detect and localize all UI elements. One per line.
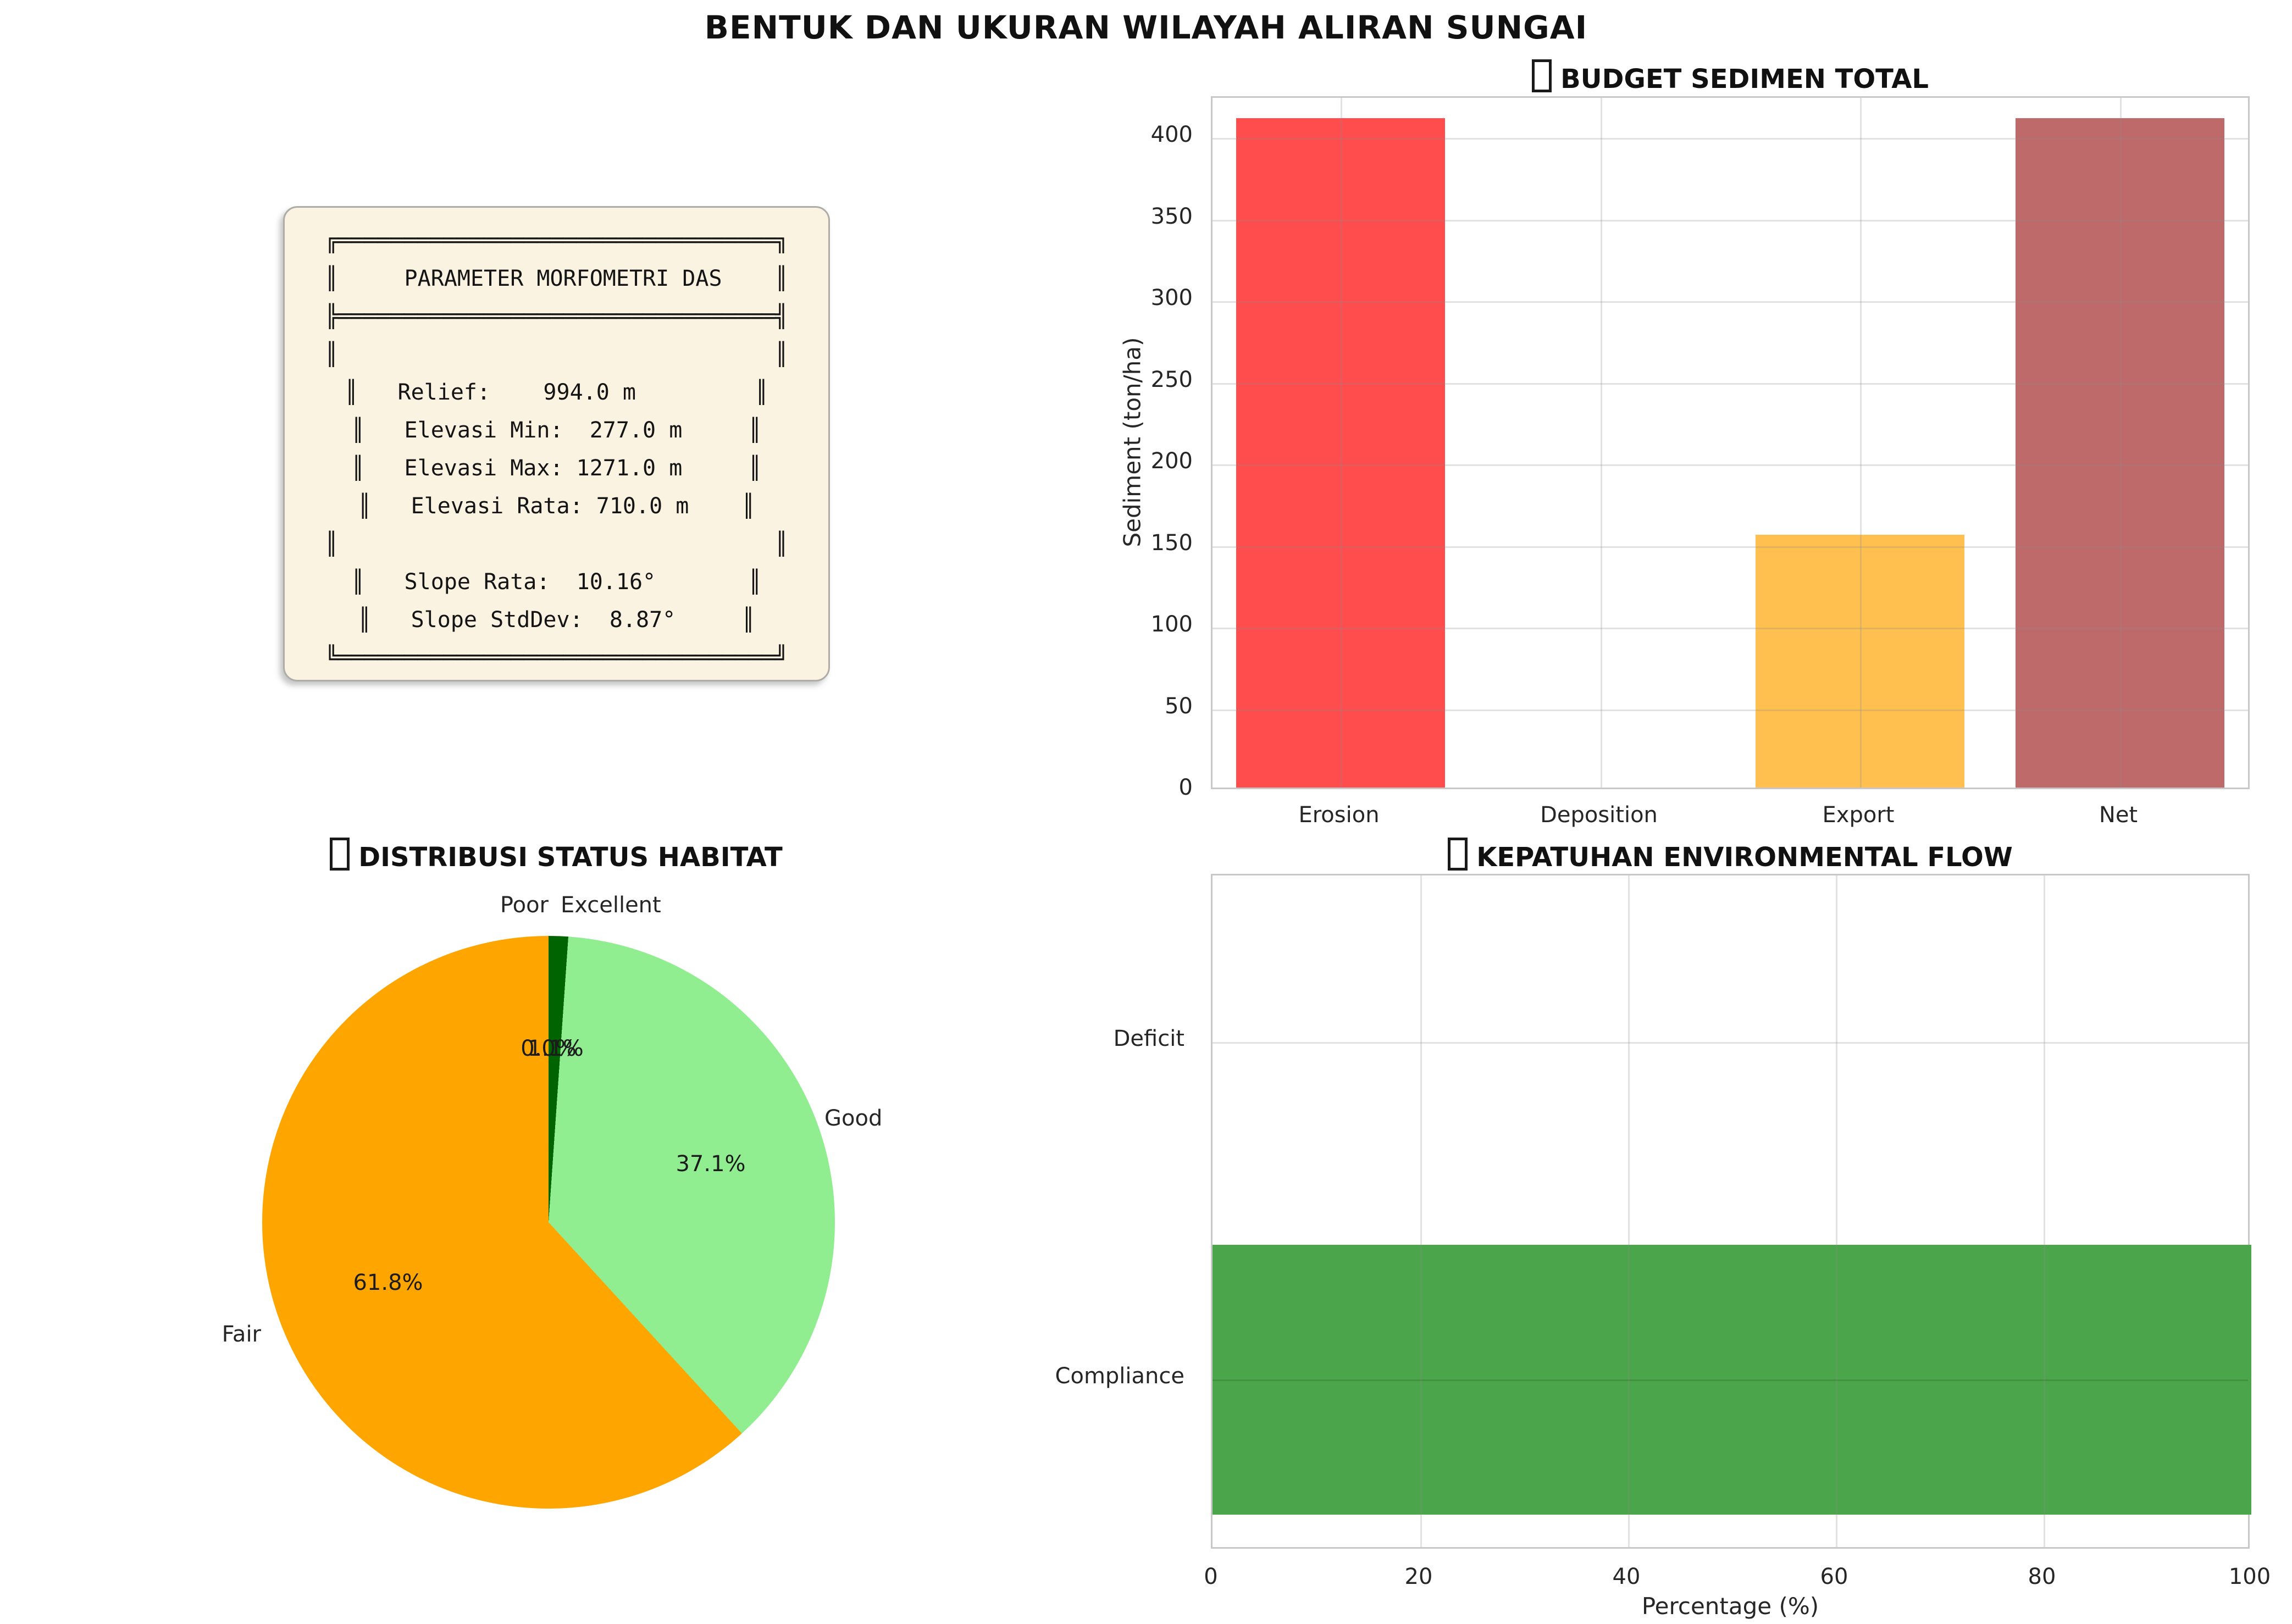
y-tick-deficit: Deficit xyxy=(1113,1026,1184,1051)
x-tick: 60 xyxy=(1820,1564,1848,1589)
pie-pct-excellent: 1.1% xyxy=(528,1036,584,1061)
missing-glyph-icon xyxy=(1448,838,1468,871)
bar-erosion xyxy=(1236,118,1445,788)
y-tick: 100 xyxy=(1150,612,1193,637)
gridline xyxy=(1341,98,1342,788)
gridline xyxy=(1860,98,1862,788)
gridline xyxy=(1213,1042,2248,1044)
x-tick: 0 xyxy=(1204,1564,1218,1589)
param-line-elevasi-max: ║ Elevasi Max: 1271.0 m ║ xyxy=(351,456,762,481)
y-tick: 400 xyxy=(1150,122,1193,147)
param-line-title: ║ PARAMETER MORFOMETRI DAS ║ xyxy=(325,266,788,291)
bar-export xyxy=(1756,534,1964,788)
gridline xyxy=(2044,875,2045,1547)
gridline xyxy=(1213,220,2248,221)
y-tick: 350 xyxy=(1150,204,1193,229)
sediment-y-axis-label: Sediment (ton/ha) xyxy=(1119,337,1146,547)
param-line-relief: ║ Relief: 994.0 m ║ xyxy=(345,380,768,405)
sediment-chart-title-text: BUDGET SEDIMEN TOTAL xyxy=(1560,64,1929,95)
gridline xyxy=(1213,138,2248,140)
flow-chart-title: KEPATUHAN ENVIRONMENTAL FLOW xyxy=(1211,838,2250,873)
habitat-chart-title-text: DISTRIBUSI STATUS HABITAT xyxy=(358,842,783,873)
pie-label-poor: Poor xyxy=(500,893,549,918)
x-tick-export: Export xyxy=(1822,802,1895,828)
y-tick: 50 xyxy=(1165,694,1193,719)
gridline xyxy=(1213,1379,2248,1381)
parameter-panel: ╔═════════════════════════════════╗ ║ PA… xyxy=(283,206,830,681)
sediment-plot-area xyxy=(1211,96,2250,789)
pie-label-fair: Fair xyxy=(222,1322,261,1347)
pie-pct-good: 37.1% xyxy=(676,1151,746,1177)
x-tick-deposition: Deposition xyxy=(1540,802,1658,828)
x-tick: 20 xyxy=(1404,1564,1433,1589)
habitat-chart-title: DISTRIBUSI STATUS HABITAT xyxy=(37,838,1076,873)
flow-x-axis-label: Percentage (%) xyxy=(1641,1593,1819,1620)
y-tick: 200 xyxy=(1150,448,1193,474)
y-tick: 0 xyxy=(1178,775,1193,800)
habitat-pie xyxy=(262,936,835,1509)
flow-plot-area xyxy=(1211,874,2251,1549)
bar-net xyxy=(2016,118,2224,788)
figure-title: BENTUK DAN UKURAN WILAYAH ALIRAN SUNGAI xyxy=(704,9,1588,46)
x-tick-erosion: Erosion xyxy=(1298,802,1380,828)
gridline xyxy=(1628,875,1630,1547)
param-line-slope-rata: ║ Slope Rata: 10.16° ║ xyxy=(351,569,762,595)
gridline xyxy=(2120,98,2122,788)
param-line-blank: ║ ║ xyxy=(325,342,788,367)
gridline xyxy=(1213,383,2248,385)
missing-glyph-icon xyxy=(330,838,350,871)
param-line-slope-stddev: ║ Slope StdDev: 8.87° ║ xyxy=(358,607,755,633)
pie-label-excellent: Excellent xyxy=(561,893,661,918)
y-tick: 250 xyxy=(1150,367,1193,392)
gridline xyxy=(1836,875,1837,1547)
x-tick: 100 xyxy=(2228,1564,2271,1589)
x-tick: 40 xyxy=(1612,1564,1641,1589)
gridline xyxy=(1213,546,2248,548)
flow-chart-title-text: KEPATUHAN ENVIRONMENTAL FLOW xyxy=(1476,842,2013,873)
gridline xyxy=(1601,98,1602,788)
x-tick-net: Net xyxy=(2099,802,2138,828)
gridline xyxy=(1213,464,2248,466)
param-line-blank2: ║ ║ xyxy=(325,531,788,557)
param-line-separator: ╠═════════════════════════════════╣ xyxy=(325,304,788,329)
gridline xyxy=(1213,628,2248,629)
pie-label-good: Good xyxy=(824,1106,883,1131)
param-line-border-bottom: ╚═════════════════════════════════╝ xyxy=(325,645,788,670)
y-tick: 300 xyxy=(1150,285,1193,311)
y-tick-compliance: Compliance xyxy=(1055,1364,1184,1389)
param-line-border-top: ╔═════════════════════════════════╗ xyxy=(325,228,788,253)
gridline xyxy=(1420,875,1422,1547)
gridline xyxy=(1213,710,2248,711)
missing-glyph-icon xyxy=(1532,59,1552,92)
sediment-chart-title: BUDGET SEDIMEN TOTAL xyxy=(1211,59,2250,95)
gridline xyxy=(1213,301,2248,303)
x-tick: 80 xyxy=(2028,1564,2056,1589)
pie-pct-fair: 61.8% xyxy=(353,1270,423,1295)
param-line-elevasi-rata: ║ Elevasi Rata: 710.0 m ║ xyxy=(358,494,755,519)
bar-compliance xyxy=(1213,1245,2251,1515)
param-line-elevasi-min: ║ Elevasi Min: 277.0 m ║ xyxy=(351,418,762,443)
pie-pct-poor: 0.0% xyxy=(521,1036,577,1061)
y-tick: 150 xyxy=(1150,530,1193,556)
